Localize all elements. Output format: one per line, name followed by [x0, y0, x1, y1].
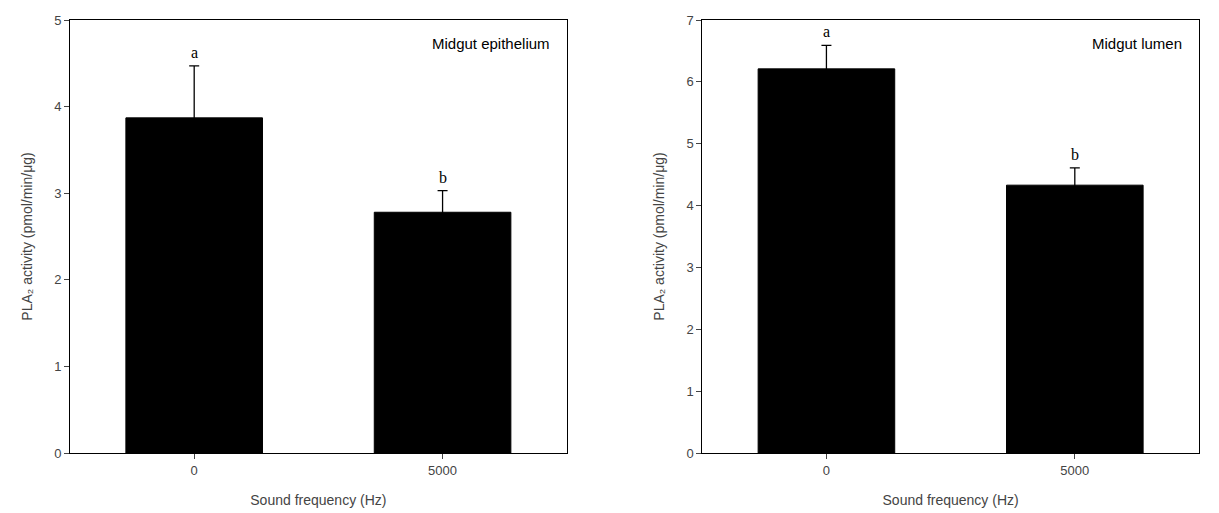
- svg-text:b: b: [1071, 146, 1079, 163]
- svg-text:0: 0: [686, 446, 693, 461]
- svg-text:2: 2: [54, 272, 61, 287]
- svg-text:0: 0: [191, 463, 198, 478]
- svg-text:5: 5: [686, 136, 693, 151]
- svg-text:PLA₂ activity (pmol/min/μg): PLA₂ activity (pmol/min/μg): [19, 152, 35, 320]
- svg-text:Midgut lumen: Midgut lumen: [1092, 35, 1182, 52]
- svg-text:0: 0: [54, 446, 61, 461]
- svg-text:1: 1: [54, 359, 61, 374]
- svg-text:PLA₂ activity (pmol/min/μg): PLA₂ activity (pmol/min/μg): [651, 152, 667, 320]
- svg-text:0: 0: [823, 463, 830, 478]
- svg-text:4: 4: [686, 198, 693, 213]
- svg-text:Sound frequency (Hz): Sound frequency (Hz): [883, 492, 1019, 508]
- svg-text:6: 6: [686, 74, 693, 89]
- svg-text:3: 3: [686, 260, 693, 275]
- svg-text:Sound frequency (Hz): Sound frequency (Hz): [250, 492, 386, 508]
- svg-text:a: a: [823, 23, 830, 40]
- svg-text:5000: 5000: [1060, 463, 1089, 478]
- svg-text:2: 2: [686, 322, 693, 337]
- svg-text:5000: 5000: [428, 463, 457, 478]
- svg-text:a: a: [191, 44, 198, 61]
- svg-text:4: 4: [54, 99, 61, 114]
- svg-text:b: b: [439, 169, 447, 186]
- svg-text:5: 5: [54, 13, 61, 28]
- svg-text:3: 3: [54, 186, 61, 201]
- svg-text:1: 1: [686, 384, 693, 399]
- svg-text:7: 7: [686, 13, 693, 28]
- svg-text:Midgut epithelium: Midgut epithelium: [432, 35, 550, 52]
